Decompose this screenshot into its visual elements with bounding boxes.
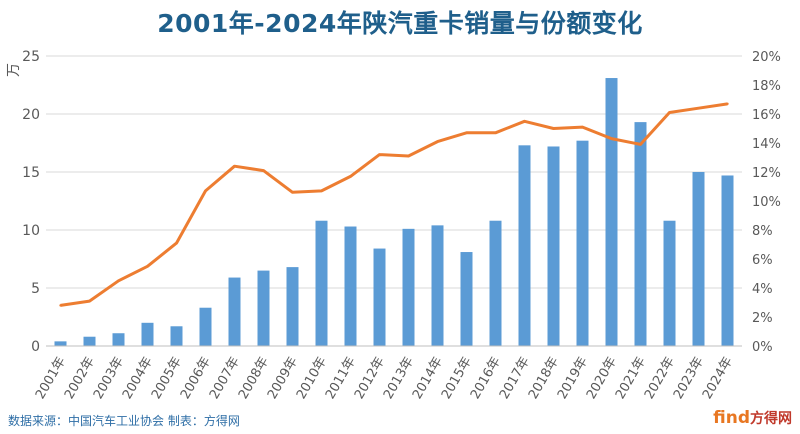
y-tick-label: 0 (31, 339, 40, 355)
bar (373, 248, 386, 346)
bar (576, 140, 589, 346)
share-point (581, 125, 584, 129)
share-point (175, 241, 178, 245)
bar (489, 220, 502, 346)
bar (402, 228, 415, 346)
share-point (146, 265, 149, 268)
bar (605, 78, 618, 346)
share-point (407, 154, 410, 158)
share-point (494, 131, 497, 135)
y-tick-label: 5 (31, 281, 40, 297)
share-point (552, 127, 555, 130)
bar (141, 322, 154, 346)
line-layer (59, 102, 729, 307)
share-point (320, 189, 323, 193)
bar (518, 145, 531, 346)
share-point (523, 120, 526, 123)
chart-title: 2001年-2024年陕汽重卡销量与份额变化 (157, 9, 643, 38)
y2-tick-label: 14% (752, 137, 781, 152)
bar (199, 307, 212, 346)
bar (286, 267, 299, 346)
share-point (639, 143, 642, 146)
bar (547, 146, 560, 346)
y2-tick-label: 0% (752, 340, 773, 355)
bar (54, 341, 67, 346)
y2-tick-label: 16% (752, 108, 781, 123)
share-point (349, 175, 352, 178)
y2-tick-label: 12% (752, 166, 781, 181)
share-point (88, 299, 91, 303)
share-point (117, 279, 120, 282)
share-point (465, 131, 468, 135)
bar (257, 270, 270, 346)
y2-tick-label: 6% (752, 253, 773, 268)
share-point (668, 111, 671, 114)
bar (315, 220, 328, 346)
share-point (233, 165, 236, 168)
share-point (291, 191, 294, 194)
bar (170, 326, 183, 346)
y-tick-label: 10 (22, 223, 40, 239)
bar (663, 220, 676, 346)
bar (112, 333, 125, 346)
y-tick-label: 20 (22, 107, 40, 123)
share-point (610, 137, 613, 140)
share-point (436, 140, 439, 143)
watermark-logo: find方得网 (713, 408, 792, 428)
share-point (59, 304, 62, 307)
y2-tick-label: 10% (752, 195, 781, 210)
bar (692, 172, 705, 346)
share-line (60, 102, 728, 307)
y2-tick-label: 8% (752, 224, 773, 239)
share-point (204, 189, 207, 193)
share-point (726, 102, 729, 106)
share-point (378, 153, 381, 156)
bar (634, 122, 647, 347)
bar-layer (54, 78, 734, 347)
y2-tick-label: 4% (752, 282, 773, 297)
share-point (697, 107, 700, 110)
y2-tick-label: 18% (752, 79, 781, 94)
y-tick-label: 25 (22, 49, 40, 65)
bar (344, 226, 357, 346)
bar (721, 175, 734, 346)
source-note: 数据来源：中国汽车工业协会 制表：方得网 (8, 414, 240, 428)
watermark-mark: find (713, 408, 750, 428)
watermark-name: 方得网 (750, 411, 792, 427)
y2-tick-label: 2% (752, 311, 773, 326)
bar (228, 277, 241, 346)
y-axis-label: 万 (6, 63, 22, 77)
bar (460, 252, 473, 346)
bar (431, 225, 444, 346)
share-point (262, 169, 265, 172)
y2-tick-label: 20% (752, 50, 781, 65)
y-tick-label: 15 (22, 165, 40, 181)
bar (83, 336, 96, 346)
